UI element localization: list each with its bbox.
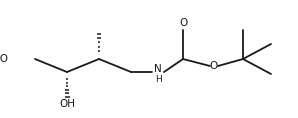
Text: N: N: [154, 64, 162, 74]
Text: O: O: [179, 18, 187, 28]
Text: H: H: [155, 76, 162, 84]
Text: OH: OH: [59, 99, 75, 109]
Text: HO: HO: [0, 54, 8, 64]
Text: O: O: [210, 61, 218, 71]
